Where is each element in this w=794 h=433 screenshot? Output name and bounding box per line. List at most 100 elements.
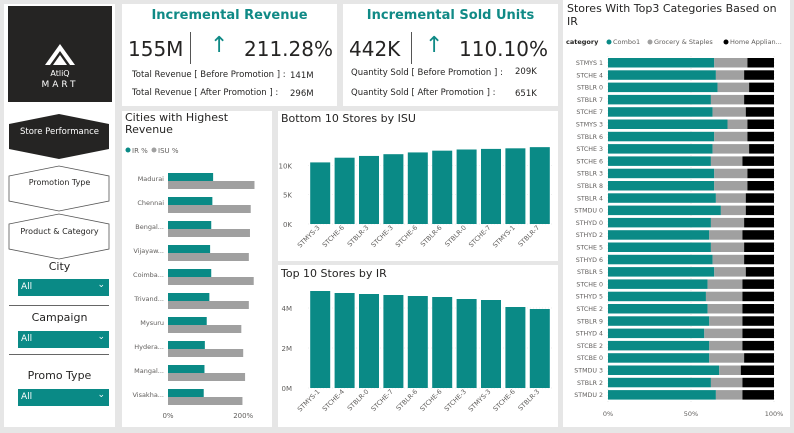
logo-mark — [45, 44, 75, 65]
bar — [310, 162, 331, 224]
x-tick-label: STBLR-6 — [419, 224, 444, 249]
cities-chart-title: Cities with Highest Revenue — [125, 111, 229, 136]
bar-segment — [710, 94, 745, 105]
x-tick-label: STBLR-6 — [395, 388, 420, 413]
kpi-units-pct: 110.10% — [459, 37, 548, 61]
x-tick-label: STCHE-4 — [321, 388, 346, 413]
legend-marker — [647, 39, 653, 45]
bar-segment — [742, 291, 774, 302]
category-label: STBLR 6 — [577, 134, 603, 141]
promo-type-filter-dropdown[interactable]: All ⌄ — [18, 389, 109, 406]
bar-segment — [710, 377, 743, 388]
bar-segment — [704, 328, 743, 339]
bar-segment — [608, 217, 711, 228]
legend-label: Grocery & Staples — [654, 38, 713, 46]
city-filter-dropdown[interactable]: All ⌄ — [18, 279, 109, 296]
bar-segment — [744, 353, 774, 363]
bar — [529, 147, 550, 224]
kpi-units-before-value: 209K — [515, 67, 537, 77]
category-label: STMYS 3 — [576, 122, 603, 129]
category-label: STHYD 0 — [576, 220, 603, 227]
bar-segment — [744, 254, 774, 265]
y-tick-label: 5K — [283, 192, 292, 200]
x-tick-label: 0% — [162, 412, 173, 420]
kpi-revenue-title: Incremental Revenue — [151, 8, 308, 23]
bar-segment — [608, 254, 713, 265]
x-tick-label: STBLR-0 — [443, 224, 468, 249]
logo-name: AtliQ — [50, 69, 70, 78]
bar-segment — [608, 168, 715, 179]
kpi-revenue-after-value: 296M — [290, 89, 314, 99]
nav-store-performance-button[interactable] — [9, 114, 109, 159]
category-label: STCBE 0 — [577, 355, 603, 362]
kpi-units-after-label: Quantity Sold [ After Promotion ] : — [351, 88, 496, 98]
bar-segment — [715, 70, 745, 80]
bottom10-chart-card: Bottom 10 Stores by ISU 0K 5K 10K STMYS-3 ST… — [278, 111, 558, 261]
bar-ir — [168, 197, 213, 205]
bar-segment — [710, 217, 745, 228]
bar-segment — [608, 267, 715, 277]
category-label: STBLR 9 — [577, 318, 603, 325]
x-tick-label: 0% — [603, 410, 613, 418]
divider — [190, 32, 191, 64]
category-label: STMDU 2 — [574, 392, 603, 399]
category-label: STBLR 8 — [577, 183, 603, 190]
x-tick-label: STCHE-6 — [492, 388, 517, 413]
category-label: STBLR 5 — [577, 269, 603, 276]
legend-marker — [606, 39, 612, 45]
x-tick-label: STCHE-7 — [467, 224, 492, 249]
chevron-down-icon: ⌄ — [97, 332, 105, 342]
legend-label: IR % — [132, 147, 148, 155]
category-label: Visakha... — [132, 391, 164, 399]
bar-segment — [744, 70, 774, 80]
sidebar: AtliQ MART Store Performance Promotion T… — [4, 4, 115, 427]
bar-segment — [742, 316, 774, 326]
nav-promotion-type-button[interactable] — [8, 165, 110, 212]
bar-segment — [608, 291, 706, 302]
x-tick-label: STMYS-1 — [296, 388, 322, 414]
bar-segment — [709, 340, 743, 351]
bar-ir — [168, 365, 205, 373]
bar-segment — [714, 181, 748, 191]
bar-segment — [742, 304, 774, 314]
bar-segment — [744, 94, 774, 105]
category-label: STHYD 2 — [576, 232, 603, 239]
category-label: Hydera... — [134, 343, 164, 351]
bar-segment — [742, 328, 774, 339]
legend-marker — [723, 39, 729, 45]
x-tick-label: STCHE-6 — [418, 388, 443, 413]
bar-segment — [747, 168, 774, 179]
bar-segment — [608, 316, 710, 326]
bar-segment — [749, 144, 774, 154]
category-label: STCHE 7 — [576, 109, 603, 116]
bar-isu — [168, 277, 254, 285]
bar-segment — [742, 156, 774, 166]
y-tick-label: 0M — [282, 385, 293, 393]
bar-segment — [745, 205, 774, 216]
category-label: STBLR 7 — [577, 97, 603, 104]
x-tick-label: STBLR-0 — [346, 388, 371, 413]
nav-promotion-type-label: Promotion Type — [28, 178, 91, 187]
promo-type-filter-label: Promo Type — [27, 369, 92, 382]
campaign-filter-dropdown[interactable]: All ⌄ — [18, 331, 109, 348]
bar-segment — [720, 205, 746, 216]
category-label: STCHE 0 — [576, 281, 603, 288]
category-label: Vijayaw... — [133, 247, 164, 255]
campaign-filter-value: All — [21, 334, 33, 344]
category-label: Trivand... — [133, 295, 164, 303]
category-label: Mangal... — [134, 367, 164, 375]
x-tick-label: STMYS-3 — [296, 224, 322, 250]
category-label: STBLR 3 — [577, 171, 603, 178]
bar-segment — [608, 353, 710, 363]
kpi-revenue-before-value: 141M — [290, 71, 314, 81]
bar-segment — [608, 107, 713, 117]
bar — [407, 296, 428, 388]
city-filter-value: All — [21, 282, 33, 292]
category-label: STCHE 3 — [576, 146, 603, 153]
nav-product-category-button[interactable] — [8, 213, 110, 260]
x-tick-label: 50% — [684, 410, 698, 418]
bottom10-chart-title: Bottom 10 Stores by ISU — [281, 112, 416, 125]
kpi-revenue-card: Incremental Revenue 155M ↑ 211.28% Total… — [122, 4, 337, 106]
category-label: STCHE 2 — [576, 306, 603, 313]
